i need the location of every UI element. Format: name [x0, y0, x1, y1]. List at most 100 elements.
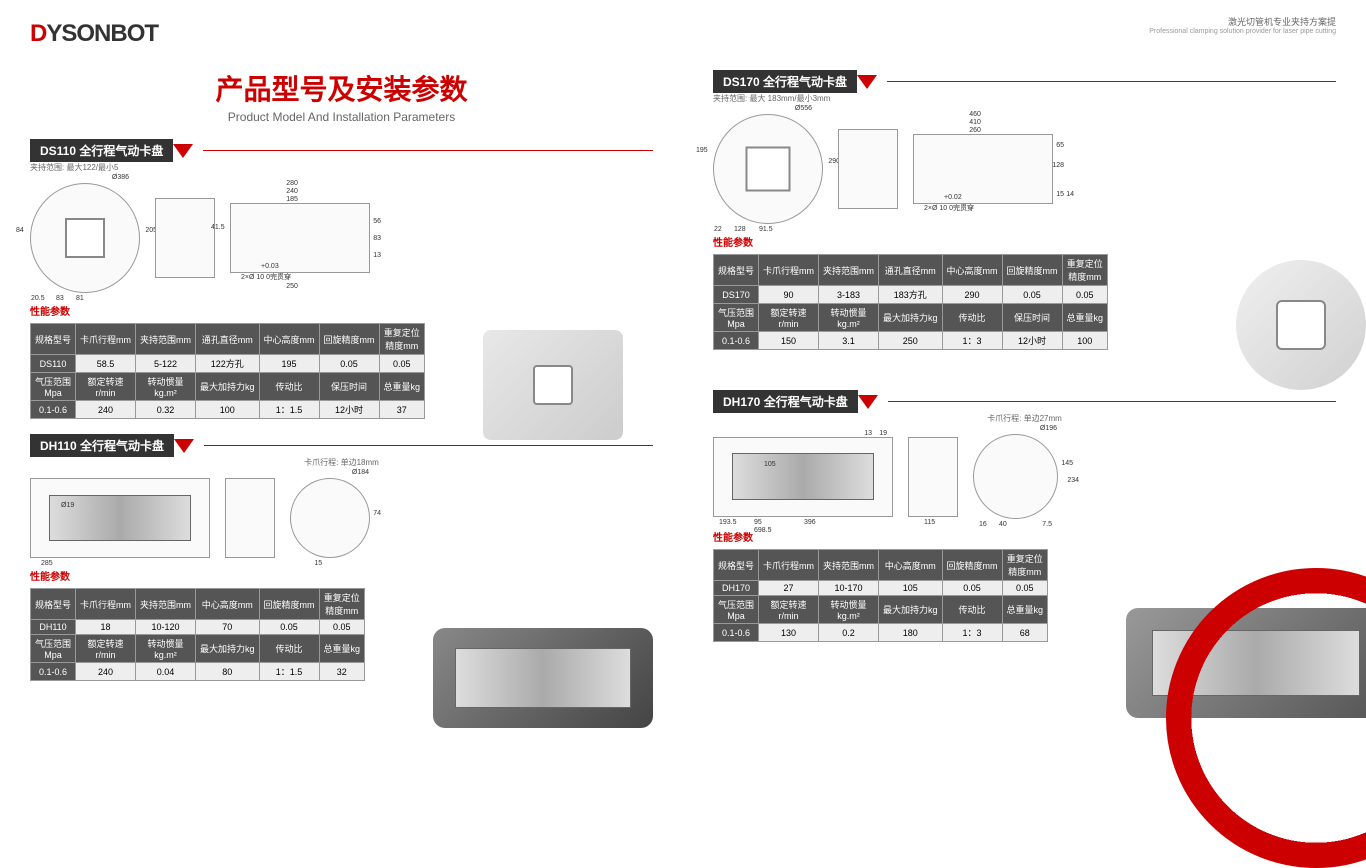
th: 最大加持力kg	[196, 635, 260, 663]
ds170-note: 夹持范围: 最大 183mm/最小3mm	[713, 93, 1336, 104]
th: 总重量kg	[1002, 596, 1048, 624]
dim: 65	[1056, 142, 1064, 149]
th: 卡爪行程mm	[759, 550, 819, 581]
td: 183方孔	[879, 286, 943, 304]
dim: 195	[696, 147, 708, 154]
dh110-table: 规格型号卡爪行程mm夹持范围mm中心高度mm回旋精度mm重复定位精度mmDH11…	[30, 588, 365, 681]
td: 0.04	[136, 663, 196, 681]
dh110-param-label: 性能参数	[30, 568, 653, 583]
dim: 396	[804, 519, 816, 526]
dim: Ø196	[1040, 425, 1057, 432]
td: 240	[76, 401, 136, 419]
ds170-top-view: 460 410 260 2×Ø 10 0完贯穿 +0.02 65 128 15 …	[913, 134, 1053, 204]
dim: 145	[1061, 460, 1073, 467]
dim: 56	[373, 218, 381, 225]
th: 传动比	[942, 304, 1002, 332]
th: 规格型号	[714, 255, 759, 286]
ds110-diagrams: Ø386 20.5 83 81 84 205 280 240 185 41.5 …	[30, 183, 653, 293]
td: 130	[759, 624, 819, 642]
td: 58.5	[76, 355, 136, 373]
th: 总重量kg	[379, 373, 425, 401]
th: 传动比	[942, 596, 1002, 624]
ds170-side-view	[838, 129, 898, 209]
th: 重复定位精度mm	[1002, 550, 1048, 581]
td: 80	[196, 663, 260, 681]
dim: 13	[373, 252, 381, 259]
td: 18	[76, 620, 136, 635]
td: 0.05	[1002, 581, 1048, 596]
td: 3-183	[819, 286, 879, 304]
dh110-front-view: Ø184 74 15	[290, 478, 370, 558]
td: 10-170	[819, 581, 879, 596]
ds170-diagrams: Ø556 22 128 91.5 195 290 460 410 260 2×Ø…	[713, 114, 1336, 224]
dh110-note: 卡爪行程: 单边18mm	[30, 457, 653, 468]
td: 1：1.5	[259, 401, 319, 419]
dim: 234	[1067, 477, 1079, 484]
ds110-param-label: 性能参数	[30, 303, 653, 318]
triangle-icon	[858, 395, 878, 409]
th: 回旋精度mm	[319, 324, 379, 355]
dim: 15	[314, 560, 322, 567]
ds170-photo	[1236, 260, 1366, 390]
header-right-cn: 激光切管机专业夹持方案提	[1149, 15, 1336, 28]
td: DS170	[714, 286, 759, 304]
dim: 74	[373, 510, 381, 517]
dim: 128	[1052, 162, 1064, 169]
td: 0.32	[136, 401, 196, 419]
td: 0.05	[1062, 286, 1108, 304]
td: 0.2	[819, 624, 879, 642]
td: 3.1	[819, 332, 879, 350]
dim: +0.02	[944, 194, 962, 201]
th: 转动惯量kg.m²	[136, 635, 196, 663]
triangle-icon	[857, 75, 877, 89]
ds110-table: 规格型号卡爪行程mm夹持范围mm通孔直径mm中心高度mm回旋精度mm重复定位精度…	[30, 323, 425, 419]
dim: 115	[924, 519, 935, 526]
ds110-note: 夹持范围: 最大122/最小5	[30, 162, 653, 173]
th: 规格型号	[714, 550, 759, 581]
dim: 20.5	[31, 295, 45, 302]
th: 夹持范围mm	[819, 550, 879, 581]
ds170-table: 规格型号卡爪行程mm夹持范围mm通孔直径mm中心高度mm回旋精度mm重复定位精度…	[713, 254, 1108, 350]
td: 180	[879, 624, 943, 642]
ds110-front-view: Ø386 20.5 83 81 84 205	[30, 183, 140, 293]
ds110-title: DS110 全行程气动卡盘	[30, 139, 173, 162]
dh170-table: 规格型号卡爪行程mm夹持范围mm中心高度mm回旋精度mm重复定位精度mmDH17…	[713, 549, 1048, 642]
th: 气压范围Mpa	[714, 304, 759, 332]
th: 中心高度mm	[942, 255, 1002, 286]
dim: Ø184	[352, 469, 369, 476]
dim: 91.5	[759, 226, 773, 233]
td: 195	[259, 355, 319, 373]
header-right: 激光切管机专业夹持方案提 Professional clamping solut…	[1149, 15, 1336, 35]
th: 中心高度mm	[879, 550, 943, 581]
td: 0.1-0.6	[714, 624, 759, 642]
ds170-param-label: 性能参数	[713, 234, 1336, 249]
td: 32	[319, 663, 365, 681]
th: 中心高度mm	[259, 324, 319, 355]
th: 回旋精度mm	[942, 550, 1002, 581]
th: 转动惯量kg.m²	[136, 373, 196, 401]
th: 最大加持力kg	[879, 596, 943, 624]
dim: 83	[56, 295, 64, 302]
dim: 2×Ø 10 0完贯穿	[241, 272, 291, 282]
ds170-front-view: Ø556 22 128 91.5 195 290	[713, 114, 823, 224]
th: 总重量kg	[1062, 304, 1108, 332]
ds110-top-view: 280 240 185 41.5 2×Ø 10 0完贯穿 250 +0.03 5…	[230, 203, 370, 273]
dim: 285	[41, 560, 53, 567]
title-cn: 产品型号及安装参数	[30, 68, 653, 108]
th: 气压范围Mpa	[31, 635, 76, 663]
td: 27	[759, 581, 819, 596]
dim: 40	[999, 521, 1007, 528]
main-title: 产品型号及安装参数 Product Model And Installation…	[30, 68, 653, 124]
header-right-en: Professional clamping solution provider …	[1149, 28, 1336, 35]
dh170-side-view: 193.5 95 396 698.5 105 13 19	[713, 437, 893, 517]
td: DH110	[31, 620, 76, 635]
td: 250	[879, 332, 943, 350]
dh110-photo	[433, 628, 653, 728]
th: 通孔直径mm	[196, 324, 260, 355]
th: 转动惯量kg.m²	[819, 304, 879, 332]
td: 0.05	[319, 355, 379, 373]
dim: 105	[764, 461, 776, 468]
td: 1：3	[942, 332, 1002, 350]
th: 气压范围Mpa	[714, 596, 759, 624]
dim: 41.5	[211, 224, 225, 231]
